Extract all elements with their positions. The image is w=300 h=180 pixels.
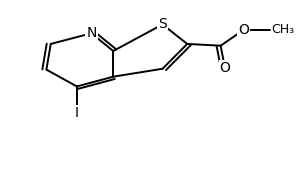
- Text: N: N: [86, 26, 97, 40]
- Text: CH₃: CH₃: [272, 23, 295, 36]
- Text: I: I: [75, 106, 79, 120]
- Text: O: O: [238, 23, 249, 37]
- Text: S: S: [158, 17, 167, 32]
- Text: O: O: [238, 23, 249, 37]
- Text: O: O: [220, 61, 230, 75]
